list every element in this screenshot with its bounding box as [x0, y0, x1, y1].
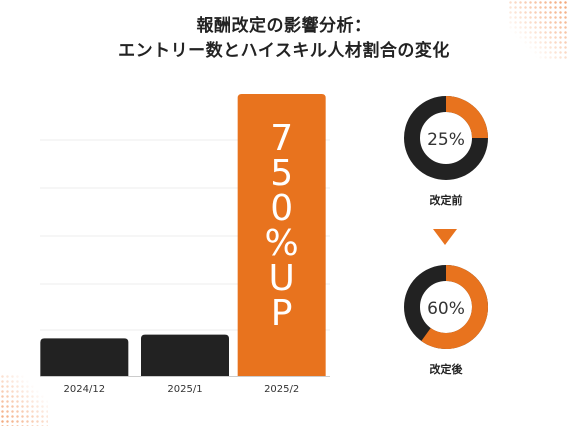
x-tick-label: 2024/12: [64, 384, 106, 395]
donut-after-slice: [421, 265, 488, 349]
bar-2025-2: [237, 94, 326, 376]
chart-title: 報酬改定の影響分析： エントリー数とハイスキル人材割合の変化: [0, 14, 568, 64]
bar-2024-12: [40, 338, 129, 376]
title-line-2: エントリー数とハイスキル人材割合の変化: [118, 41, 450, 61]
dot-pattern-bottom-left: [0, 374, 48, 426]
donut-after-value-label: 60%: [427, 299, 465, 319]
title-line-1: 報酬改定の影響分析：: [196, 16, 372, 36]
bar-annotation-char: U: [268, 258, 294, 299]
bar-annotation-char: %: [265, 223, 299, 264]
arrow-down-icon: [433, 229, 457, 245]
bar-2025-1: [141, 334, 229, 376]
donut-after-caption: 改定後: [429, 363, 463, 376]
donut-before-caption: 改定前: [429, 194, 463, 207]
x-tick-label: 2025/2: [264, 384, 299, 395]
donut-before-slice: [445, 96, 488, 139]
bar-annotation-char: 0: [270, 188, 293, 229]
bar-annotation-char: 7: [270, 118, 293, 159]
donut-before-value-label: 25%: [427, 130, 465, 150]
bar-annotation-char: P: [271, 293, 293, 334]
bar-annotation-char: 5: [270, 153, 293, 194]
dot-pattern-top-right: [508, 0, 568, 60]
x-tick-label: 2025/1: [167, 384, 202, 395]
